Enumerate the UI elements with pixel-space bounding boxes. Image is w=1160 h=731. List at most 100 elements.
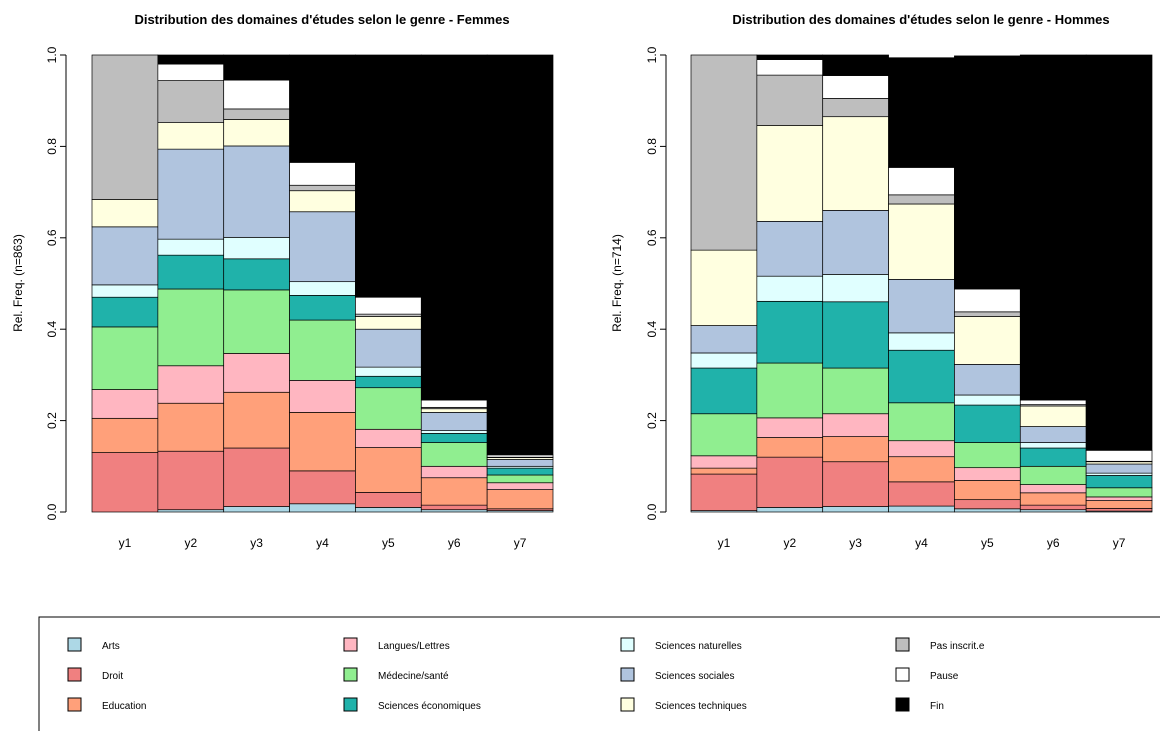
bar-segment xyxy=(355,296,422,315)
bar-segment xyxy=(888,332,955,351)
bar-segment xyxy=(157,122,225,150)
bar-segment xyxy=(223,447,290,507)
bar-segment xyxy=(157,365,225,404)
bar-segment xyxy=(1085,475,1153,489)
bar-segment xyxy=(822,54,889,76)
bar-segment xyxy=(1085,507,1153,512)
bar-segment xyxy=(756,456,824,508)
bar-segment xyxy=(355,507,422,513)
bar-segment xyxy=(888,456,955,483)
x-tick-label: y3 xyxy=(250,536,263,550)
bar-segment xyxy=(289,211,356,283)
bar-segment xyxy=(289,503,356,513)
bar-segment xyxy=(91,199,159,228)
bar-segment xyxy=(756,417,824,438)
y-tick-label: 0.8 xyxy=(645,138,659,155)
bar-segment xyxy=(157,402,225,452)
bar-segment xyxy=(157,254,225,290)
legend-swatch xyxy=(895,697,910,712)
y-tick-label: 1.0 xyxy=(645,46,659,63)
bar-segment xyxy=(486,467,554,476)
bar-segment xyxy=(1019,405,1087,427)
legend-swatch xyxy=(67,637,82,652)
bar-segment xyxy=(690,455,758,469)
legend-swatch xyxy=(343,667,358,682)
legend-label: Arts xyxy=(102,641,120,652)
bar-segment xyxy=(91,54,159,200)
bar-segment xyxy=(888,194,955,205)
bar-segment xyxy=(954,55,1021,290)
bar-segment xyxy=(690,249,758,326)
bar-segment xyxy=(223,119,290,147)
x-tick-label: y1 xyxy=(119,536,132,550)
bar-segment xyxy=(355,366,422,377)
bar-segment xyxy=(157,238,225,256)
x-tick-label: y5 xyxy=(981,536,994,550)
bar-segment xyxy=(1019,465,1087,485)
bar-segment xyxy=(289,281,356,296)
chart-hommes: Distribution des domaines d'études selon… xyxy=(610,12,1153,550)
bar-segment xyxy=(756,437,824,458)
bar-segment xyxy=(1085,500,1153,509)
bar-segment xyxy=(420,433,488,443)
bar-segment xyxy=(1019,447,1087,467)
bar-segment xyxy=(289,412,356,472)
x-tick-label: y7 xyxy=(1113,536,1126,550)
bar-segment xyxy=(822,367,889,415)
bar-segment xyxy=(420,504,488,511)
bar-segment xyxy=(690,367,758,415)
legend-label: Sciences sociales xyxy=(655,671,734,682)
legend-label: Sciences techniques xyxy=(655,701,747,712)
bar-segment xyxy=(223,258,290,291)
bar-segment xyxy=(355,316,422,330)
bar-segment xyxy=(954,480,1021,501)
bar-segment xyxy=(486,474,554,484)
y-tick-label: 0.4 xyxy=(45,321,59,338)
bar-segment xyxy=(355,387,422,430)
bar-segment xyxy=(888,349,955,404)
bar-segment xyxy=(289,54,356,163)
bar-segment xyxy=(223,79,290,110)
legend-label: Médecine/santé xyxy=(378,671,449,682)
bar-segment xyxy=(888,57,955,168)
bar-segment xyxy=(822,98,889,118)
bar-segment xyxy=(1019,442,1087,449)
legend-swatch xyxy=(67,667,82,682)
x-tick-label: y6 xyxy=(448,536,461,550)
bar-segment xyxy=(289,319,356,381)
x-tick-label: y6 xyxy=(1047,536,1060,550)
bar-segment xyxy=(954,404,1021,443)
bar-segment xyxy=(91,452,159,513)
bar-segment xyxy=(954,311,1021,317)
bar-segment xyxy=(91,296,159,328)
y-axis-label: Rel. Freq. (n=714) xyxy=(610,234,624,332)
bar-segment xyxy=(756,59,824,76)
bar-segment xyxy=(756,300,824,364)
bar-segment xyxy=(756,507,824,513)
bar-segment xyxy=(954,288,1021,313)
bar-segment xyxy=(1019,54,1087,401)
bar-segment xyxy=(888,440,955,458)
bar-segment xyxy=(486,459,554,467)
bar-segment xyxy=(157,288,225,367)
bar-segment xyxy=(690,352,758,369)
bar-segment xyxy=(690,473,758,511)
bar-segment xyxy=(822,413,889,437)
x-tick-label: y5 xyxy=(382,536,395,550)
y-tick-label: 0.2 xyxy=(45,412,59,429)
y-axis-label: Rel. Freq. (n=863) xyxy=(11,234,25,332)
bar-segment xyxy=(420,477,488,506)
bar-segment xyxy=(888,505,955,513)
bar-segment xyxy=(223,236,290,260)
legend-label: Droit xyxy=(102,671,123,682)
bar-segment xyxy=(690,325,758,354)
legend-swatch xyxy=(67,697,82,712)
bar-segment xyxy=(822,461,889,507)
legend-label: Sciences naturelles xyxy=(655,641,742,652)
bar-segment xyxy=(690,413,758,457)
bar-segment xyxy=(822,210,889,275)
bar-segment xyxy=(223,54,290,81)
bar-segment xyxy=(954,499,1021,510)
bar-segment xyxy=(1019,426,1087,443)
